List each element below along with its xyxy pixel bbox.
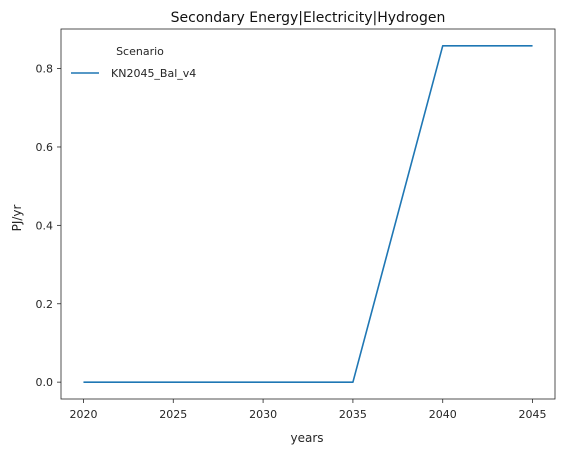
x-axis-label: years bbox=[290, 431, 323, 445]
y-tick-label: 0.2 bbox=[36, 298, 54, 311]
x-tick-label: 2035 bbox=[339, 408, 367, 421]
x-tick-label: 2040 bbox=[429, 408, 457, 421]
y-tick-label: 0.6 bbox=[36, 141, 54, 154]
legend-label: KN2045_Bal_v4 bbox=[111, 67, 196, 80]
plot-frame bbox=[60, 28, 556, 400]
legend-title: Scenario bbox=[116, 45, 164, 58]
plot-area bbox=[83, 45, 533, 383]
x-tick-label: 2045 bbox=[519, 408, 547, 421]
y-axis-label: PJ/yr bbox=[10, 205, 24, 232]
x-tick-label: 2030 bbox=[249, 408, 277, 421]
x-tick-label: 2020 bbox=[69, 408, 97, 421]
y-tick-label: 0.8 bbox=[36, 63, 54, 76]
x-tick-label: 2025 bbox=[159, 408, 187, 421]
legend: Scenario KN2045_Bal_v4 bbox=[71, 45, 196, 80]
series-line bbox=[83, 45, 533, 383]
y-tick-label: 0.4 bbox=[36, 219, 54, 232]
y-tick-label: 0.0 bbox=[36, 376, 54, 389]
chart-title: Secondary Energy|Electricity|Hydrogen bbox=[171, 10, 446, 26]
